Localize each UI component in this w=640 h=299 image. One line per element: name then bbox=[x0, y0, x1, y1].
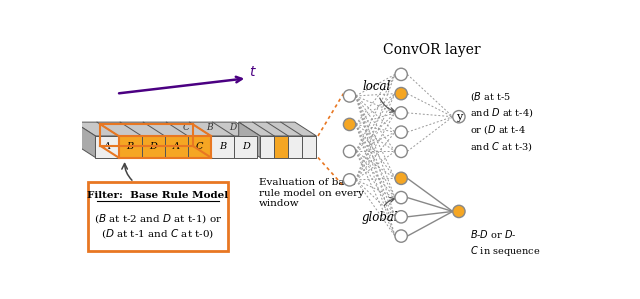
FancyBboxPatch shape bbox=[88, 182, 228, 251]
Polygon shape bbox=[188, 136, 211, 158]
Text: C: C bbox=[196, 142, 203, 151]
Text: y: y bbox=[456, 112, 462, 122]
Circle shape bbox=[395, 145, 407, 158]
Polygon shape bbox=[74, 122, 95, 158]
Text: ($D$ at t-1 and $C$ at t-0): ($D$ at t-1 and $C$ at t-0) bbox=[101, 227, 214, 240]
Text: B: B bbox=[206, 123, 213, 132]
Text: $B$-$D$ or $D$-
$C$ in sequence: $B$-$D$ or $D$- $C$ in sequence bbox=[470, 228, 540, 258]
Circle shape bbox=[395, 230, 407, 242]
Circle shape bbox=[395, 68, 407, 80]
Circle shape bbox=[395, 172, 407, 184]
Circle shape bbox=[452, 205, 465, 218]
Circle shape bbox=[395, 107, 407, 119]
Text: B: B bbox=[127, 142, 134, 151]
Text: ($B$ at t-5
and $D$ at t-4)
or ($D$ at t-4
and $C$ at t-3): ($B$ at t-5 and $D$ at t-4) or ($D$ at t… bbox=[470, 90, 533, 153]
Text: Filter:  Base Rule Model: Filter: Base Rule Model bbox=[87, 191, 228, 200]
Text: D: D bbox=[242, 142, 250, 151]
Circle shape bbox=[344, 118, 356, 131]
Circle shape bbox=[452, 111, 465, 123]
Polygon shape bbox=[164, 136, 188, 158]
Polygon shape bbox=[211, 136, 234, 158]
Polygon shape bbox=[302, 136, 316, 158]
Text: C: C bbox=[183, 123, 190, 132]
Text: $t$: $t$ bbox=[250, 65, 257, 79]
Circle shape bbox=[395, 211, 407, 223]
Polygon shape bbox=[275, 136, 289, 158]
Polygon shape bbox=[118, 136, 141, 158]
Text: A: A bbox=[173, 142, 180, 151]
Circle shape bbox=[395, 126, 407, 138]
Polygon shape bbox=[141, 136, 164, 158]
Polygon shape bbox=[74, 122, 257, 136]
Polygon shape bbox=[260, 136, 275, 158]
Polygon shape bbox=[239, 122, 260, 158]
Text: A: A bbox=[104, 142, 111, 151]
Circle shape bbox=[344, 145, 356, 158]
Polygon shape bbox=[234, 136, 257, 158]
Text: D: D bbox=[149, 142, 157, 151]
Circle shape bbox=[344, 90, 356, 102]
Circle shape bbox=[344, 174, 356, 186]
Text: global: global bbox=[361, 198, 397, 224]
Text: ConvOR layer: ConvOR layer bbox=[383, 43, 481, 57]
Text: D: D bbox=[229, 123, 236, 132]
Polygon shape bbox=[289, 136, 302, 158]
Text: B: B bbox=[219, 142, 226, 151]
Text: local: local bbox=[363, 80, 395, 112]
Text: ($B$ at t-2 and $D$ at t-1) or: ($B$ at t-2 and $D$ at t-1) or bbox=[93, 212, 222, 225]
Circle shape bbox=[395, 191, 407, 204]
Circle shape bbox=[395, 88, 407, 100]
Polygon shape bbox=[239, 122, 316, 136]
Polygon shape bbox=[95, 136, 118, 158]
Text: Evaluation of base
rule model on every
window: Evaluation of base rule model on every w… bbox=[259, 178, 364, 208]
